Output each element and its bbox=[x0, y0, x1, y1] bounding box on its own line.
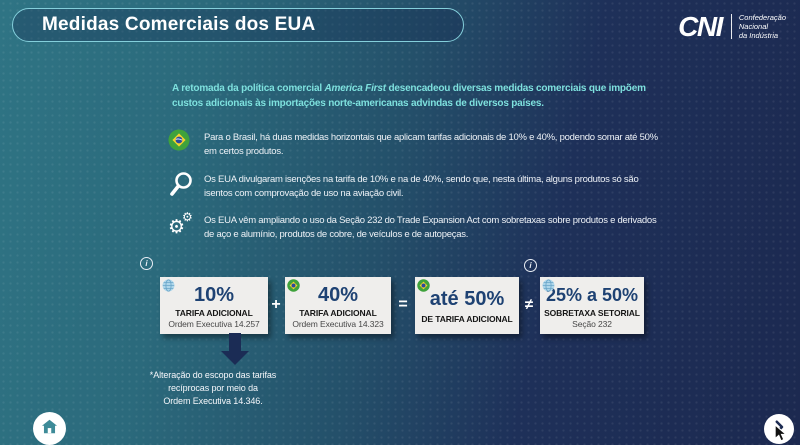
globe-icon bbox=[162, 279, 175, 292]
logo-divider bbox=[730, 14, 732, 39]
card-tariff-40: 40% TARIFA ADICIONAL Ordem Executiva 14.… bbox=[285, 277, 391, 334]
cni-logo-name: Confederação Nacional da Indústria bbox=[738, 13, 786, 40]
bullet-text: Os EUA vêm ampliando o uso da Seção 232 … bbox=[204, 215, 657, 240]
magnifier-icon bbox=[168, 171, 196, 203]
card-sector-surcharge: 25% a 50% SOBRETAXA SETORIAL Seção 232 bbox=[540, 277, 644, 334]
card-sublabel: Ordem Executiva 14.323 bbox=[292, 318, 384, 329]
page-title: Medidas Comerciais dos EUA bbox=[42, 14, 316, 35]
america-first-emphasis: America First bbox=[324, 83, 387, 94]
cni-logo: CNI Confederação Nacional da Indústria bbox=[678, 10, 786, 42]
bullet-brazil: Para o Brasil, há duas medidas horizonta… bbox=[168, 129, 662, 158]
next-button[interactable] bbox=[764, 414, 794, 444]
plus-operator: + bbox=[271, 296, 281, 313]
brazil-flag-icon bbox=[417, 279, 430, 292]
not-equal-operator: ≠ bbox=[524, 296, 534, 313]
globe-icon bbox=[542, 279, 555, 292]
card-label: TARIFA ADICIONAL bbox=[299, 307, 377, 318]
gears-icon: ⚙ ⚙ bbox=[168, 210, 193, 238]
bullet-exemptions: Os EUA divulgaram isenções na tarifa de … bbox=[168, 171, 662, 203]
card-tariff-10: 10% TARIFA ADICIONAL Ordem Executiva 14.… bbox=[160, 277, 268, 334]
intro-paragraph: A retomada da política comercial America… bbox=[172, 83, 646, 109]
down-arrow bbox=[229, 333, 241, 352]
home-icon bbox=[40, 417, 59, 441]
card-label: SOBRETAXA SETORIAL bbox=[544, 307, 640, 318]
chevron-right-icon bbox=[770, 418, 788, 441]
bullet-text: Os EUA divulgaram isenções na tarifa de … bbox=[204, 174, 639, 199]
info-icon-card4[interactable]: i bbox=[524, 259, 537, 272]
card-value: 10% bbox=[193, 283, 235, 306]
bullet-section232: ⚙ ⚙ Os EUA vêm ampliando o uso da Seção 2… bbox=[168, 210, 662, 241]
down-arrow-head bbox=[221, 351, 249, 365]
card-sublabel: Seção 232 bbox=[572, 318, 612, 329]
card-label: DE TARIFA ADICIONAL bbox=[421, 314, 513, 324]
bullet-text: Para o Brasil, há duas medidas horizonta… bbox=[204, 132, 658, 157]
card-value: 40% bbox=[317, 283, 359, 306]
equals-operator: = bbox=[398, 296, 408, 313]
home-button[interactable] bbox=[33, 412, 66, 445]
footnote: *Alteração do escopo das tarifas recípro… bbox=[149, 370, 277, 406]
card-label: TARIFA ADICIONAL bbox=[175, 307, 253, 318]
card-total-50: até 50% DE TARIFA ADICIONAL bbox=[415, 277, 519, 334]
card-value: 25% a 50% bbox=[545, 284, 639, 305]
brazil-flag-icon bbox=[287, 279, 300, 292]
brazil-flag-icon bbox=[168, 129, 196, 156]
title-pill: Medidas Comerciais dos EUA bbox=[12, 8, 464, 42]
card-value: até 50% bbox=[429, 288, 505, 310]
card-sublabel: Ordem Executiva 14.257 bbox=[168, 318, 260, 329]
cni-logo-abbr: CNI bbox=[678, 10, 723, 42]
info-icon-card1[interactable]: i bbox=[140, 257, 153, 270]
